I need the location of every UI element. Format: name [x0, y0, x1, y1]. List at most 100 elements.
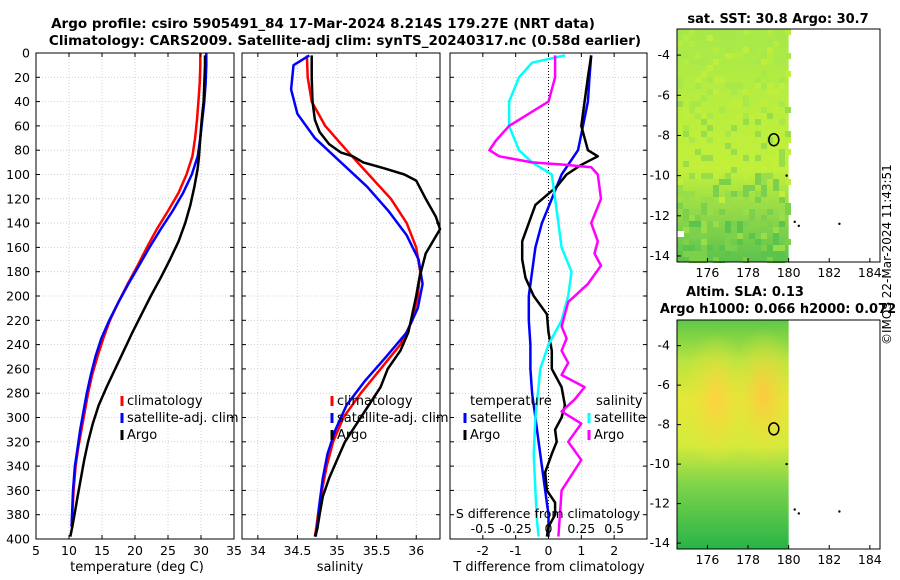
sst-pixel — [677, 191, 683, 197]
sst-pixel — [779, 221, 785, 227]
sst-pixel — [779, 131, 785, 137]
sst-pixel — [779, 245, 785, 251]
y-tick-label: -12 — [650, 208, 670, 223]
sst-pixel — [743, 89, 749, 95]
island-mark — [838, 222, 841, 226]
sst-pixel — [755, 173, 761, 179]
sst-pixel — [731, 245, 737, 251]
sst-pixel — [767, 29, 773, 35]
sst-pixel — [761, 233, 767, 239]
x-tick-label: 182 — [817, 552, 841, 567]
y-tick-label: 300 — [6, 410, 30, 425]
sst-pixel — [755, 239, 761, 245]
sst-pixel — [767, 209, 773, 215]
x-tick-label: 0 — [545, 543, 553, 558]
sst-pixel — [713, 221, 719, 227]
sst-pixel — [749, 47, 755, 53]
x-tick-label: 178 — [736, 265, 760, 280]
sst-pixel — [725, 179, 731, 185]
sst-gap — [677, 231, 684, 237]
sst-pixel — [689, 29, 695, 35]
sst-pixel — [695, 221, 701, 227]
sst-pixel — [785, 53, 791, 59]
sst-pixel — [773, 119, 779, 125]
sst-pixel — [737, 167, 743, 173]
sst-pixel — [749, 113, 755, 119]
y-tick-label: 360 — [6, 483, 30, 498]
map-frame — [676, 319, 881, 550]
sst-pixel — [743, 197, 749, 203]
sst-pixel — [695, 227, 701, 233]
sst-pixel — [683, 215, 689, 221]
x-tick-label: 184 — [858, 265, 882, 280]
sst-pixel — [719, 209, 725, 215]
sst-pixel — [713, 47, 719, 53]
sst-pixel — [755, 35, 761, 41]
sst-pixel — [725, 221, 731, 227]
sst-pixel — [701, 197, 707, 203]
sst-pixel — [701, 59, 707, 65]
y-tick-label: 200 — [6, 289, 30, 304]
x-tick-label: 30 — [193, 543, 209, 558]
salinity-panel: 34 34.5 35 35.5 36 climatology satellite-adj. … — [241, 52, 449, 558]
sst-pixel — [689, 215, 695, 221]
sst-pixel — [731, 125, 737, 131]
sst-pixel — [737, 113, 743, 119]
sst-pixel — [761, 203, 767, 209]
sst-pixel — [743, 185, 749, 191]
sst-pixel — [683, 107, 689, 113]
sst-pixel — [683, 131, 689, 137]
sst-pixel — [713, 191, 719, 197]
sst-pixel — [749, 203, 755, 209]
sst-pixel — [695, 215, 701, 221]
sst-pixel — [719, 203, 725, 209]
sst-pixel — [779, 251, 785, 257]
sst-pixel — [707, 245, 713, 251]
x-tick-label: -2 — [477, 543, 489, 558]
sst-pixel — [719, 257, 725, 263]
sst-pixel — [707, 203, 713, 209]
sst-pixel — [695, 173, 701, 179]
y-tick-label: -4 — [658, 338, 671, 353]
sst-pixel — [725, 131, 731, 137]
sst-pixel — [773, 245, 779, 251]
figure-title-line2: Climatology: CARS2009. Satellite-adj cli… — [49, 33, 641, 49]
sst-pixel — [683, 161, 689, 167]
sst-pixel — [767, 161, 773, 167]
sst-pixel — [755, 59, 761, 65]
sst-pixel — [695, 113, 701, 119]
legend-item-label: satellite — [470, 411, 522, 426]
sst-pixel — [761, 245, 767, 251]
sst-pixel — [695, 83, 701, 89]
sst-pixel — [785, 149, 791, 155]
sst-pixel — [701, 245, 707, 251]
sst-pixel — [707, 65, 713, 71]
sst-pixel — [695, 137, 701, 143]
sst-pixel — [767, 59, 773, 65]
sst-pixel — [713, 89, 719, 95]
sst-pixel — [689, 221, 695, 227]
sst-pixel — [689, 101, 695, 107]
sst-pixel — [689, 167, 695, 173]
sst-pixel — [773, 185, 779, 191]
top-tick-label: 0.5 — [604, 521, 624, 536]
sst-pixel — [767, 41, 773, 47]
sst-pixel — [785, 107, 791, 113]
sst-pixel — [767, 245, 773, 251]
sst-pixel — [701, 53, 707, 59]
sst-pixel — [755, 29, 761, 35]
sst-pixel — [707, 197, 713, 203]
sst-pixel — [761, 149, 767, 155]
sst-pixel — [737, 83, 743, 89]
sst-pixel — [701, 227, 707, 233]
y-tick-label: -6 — [658, 377, 671, 392]
sst-pixel — [731, 119, 737, 125]
sst-pixel — [755, 113, 761, 119]
sst-pixel — [779, 83, 785, 89]
sst-pixel — [695, 77, 701, 83]
sst-pixel — [719, 107, 725, 113]
sst-pixel — [713, 185, 719, 191]
island-mark — [785, 174, 788, 177]
sst-pixel — [773, 239, 779, 245]
sst-pixel — [725, 83, 731, 89]
